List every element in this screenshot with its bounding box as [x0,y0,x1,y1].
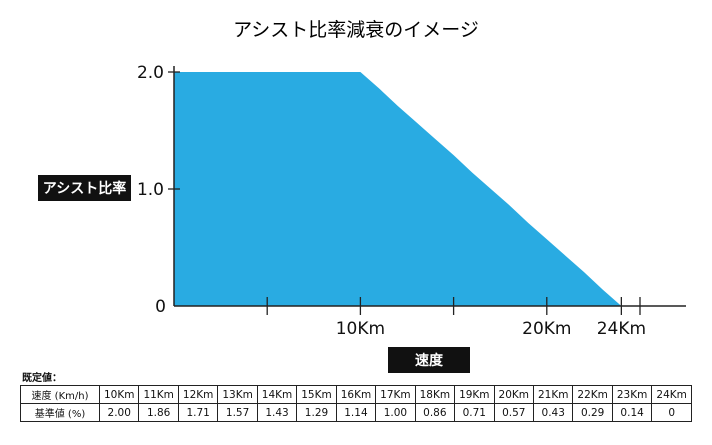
ratio-cell: 0.29 [572,403,613,422]
speed-cell: 22Km [572,385,613,404]
ratio-cell: 1.86 [138,403,179,422]
ratio-cell: 0.86 [414,403,456,422]
speed-cell: 13Km [217,385,258,404]
speed-cell: 12Km [177,385,219,404]
speed-cell: 14Km [256,385,298,404]
y-tick-label: 1.0 [137,180,164,200]
table-caption: 既定値： [22,373,62,384]
assist-ratio-chart: アシスト比率減衰のイメージ 10Km 20Km 24Km 2.0 1.0 0 [137,19,686,339]
x-tick-label: 24Km [597,319,646,339]
y-tick-label: 0 [155,297,166,317]
ratio-cell: 0.71 [454,403,495,422]
assist-ratio-area [174,72,622,306]
speed-cell: 19Km [454,385,495,404]
ratio-cell: 1.43 [256,403,298,422]
ratio-cell: 1.14 [335,403,377,422]
ratio-cell: 1.71 [177,403,219,422]
speed-cell: 10Km [98,385,140,404]
x-axis-label: 速度 [388,347,470,373]
y-axis-label: アシスト比率 [38,175,131,201]
speed-header: 速度 (Km/h) [20,385,100,404]
speed-cell: 20Km [493,385,534,404]
speed-cell: 18Km [414,385,456,404]
speed-cell: 17Km [375,385,416,404]
speed-cell: 23Km [611,385,653,404]
speed-cell: 24Km [651,385,692,404]
y-tick-label: 2.0 [137,63,164,83]
ratio-cell: 0.57 [493,403,534,422]
ratio-cell: 0.43 [532,403,574,422]
ratio-row: 基準値 (%) 2.00 1.86 1.71 1.57 1.43 1.29 1.14 1.00… [20,403,692,422]
x-tick-label: 20Km [522,319,571,339]
speed-cell: 21Km [532,385,574,404]
ratio-cell: 0.14 [611,403,653,422]
ratio-cell: 1.00 [375,403,416,422]
speed-row: 速度 (Km/h) 10Km 11Km 12Km 13Km 14Km 15Km 16Km 17… [20,385,692,404]
speed-cell: 15Km [296,385,337,404]
ratio-header: 基準値 (%) [20,403,100,422]
speed-cell: 16Km [335,385,377,404]
default-values-table: 速度 (Km/h) 10Km 11Km 12Km 13Km 14Km 15Km 16Km 17… [20,385,692,422]
chart-title: アシスト比率減衰のイメージ [233,19,479,41]
ratio-cell: 0 [651,403,692,422]
ratio-cell: 1.29 [296,403,337,422]
ratio-cell: 1.57 [217,403,258,422]
x-tick-label: 10Km [336,319,385,339]
ratio-cell: 2.00 [98,403,140,422]
speed-cell: 11Km [138,385,179,404]
